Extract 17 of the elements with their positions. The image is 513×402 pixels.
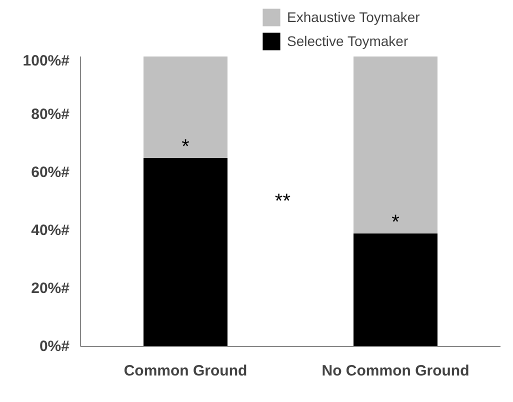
annotation: *	[392, 211, 400, 234]
bar	[354, 233, 438, 346]
x-tick-label: No Common Ground	[322, 362, 470, 380]
bar	[354, 56, 438, 234]
legend-label: Selective Toymaker	[287, 33, 408, 49]
annotation: **	[274, 190, 291, 212]
y-tick-label: 60%#	[31, 164, 70, 181]
bar	[144, 56, 228, 158]
y-tick-label: 0%#	[39, 338, 70, 355]
x-tick-label: Common Ground	[124, 362, 248, 380]
y-tick-label: 20%#	[31, 280, 70, 297]
y-tick-label: 80%#	[31, 106, 70, 123]
bar	[144, 158, 228, 346]
legend-label: Exhaustive Toymaker	[287, 9, 420, 25]
annotation: *	[182, 136, 190, 158]
y-tick-label: 100%#	[22, 52, 70, 70]
y-tick-label: 40%#	[31, 222, 70, 239]
